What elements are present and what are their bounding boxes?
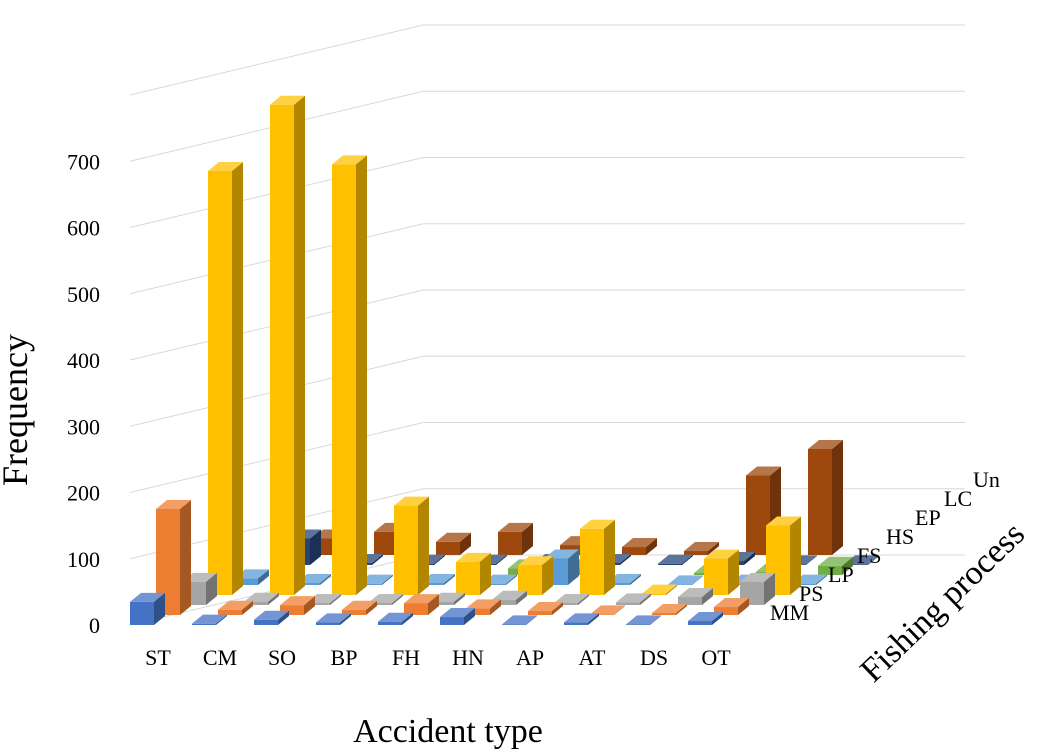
bar-EP-OT (818, 556, 853, 575)
x-tick-label: AP (516, 645, 544, 670)
bar-PS-AT (590, 605, 625, 615)
z-tick-label: MM (770, 600, 809, 625)
x-tick-label: AT (579, 645, 606, 670)
bar-PS-DS (652, 604, 687, 615)
x-tick-label: CM (203, 645, 237, 670)
bar-FS-AP (580, 519, 615, 595)
x-tick-label: FH (392, 645, 420, 670)
bar-HS-AT (668, 575, 703, 585)
z-tick-label: PS (799, 581, 823, 606)
bar-PS-BP (342, 600, 377, 615)
gridline-diag (129, 24, 424, 96)
bar-PS-CM (218, 600, 253, 615)
bar-MM-OT (688, 612, 723, 625)
y-tick-label: 0 (89, 613, 100, 638)
z-tick-label: FS (857, 543, 881, 568)
y-tick-label: 100 (67, 547, 100, 572)
x-tick-label: BP (331, 645, 358, 670)
bar-FS-DS (704, 549, 739, 595)
bar-LP-CM (244, 592, 279, 605)
bar-Un-DS (808, 440, 843, 555)
bar-FS-HN (518, 556, 553, 595)
z-tick-label: HS (886, 524, 914, 549)
bar-FS-AT (642, 584, 677, 595)
bar-LP-DS (678, 588, 713, 605)
bar-FS-BP (394, 496, 429, 595)
x-tick-labels: ST CM SO BP FH HN AP AT DS OT (145, 645, 731, 670)
bar-MM-CM (192, 614, 227, 625)
bar-LP-HN (492, 590, 527, 605)
bar-MM-AT (564, 613, 599, 625)
bar-Un-AP (684, 542, 719, 555)
y-tick-label: 300 (67, 414, 100, 439)
bar-PS-SO (280, 596, 315, 615)
bar-PS-ST (156, 500, 191, 615)
bar-FS-ST (208, 162, 243, 595)
y-axis-title: Frequency (0, 334, 35, 486)
y-tick-label: 200 (67, 481, 100, 506)
x-tick-label: OT (701, 645, 731, 670)
y-tick-label: 600 (67, 216, 100, 241)
bar-MM-SO (254, 610, 289, 625)
y-tick-label: 500 (67, 282, 100, 307)
x-tick-label: SO (268, 645, 296, 670)
x-tick-label: ST (145, 645, 171, 670)
y-tick-labels: 0 100 200 300 400 500 600 700 (67, 149, 100, 638)
bar-FS-FH (456, 552, 491, 595)
bar-MM-BP (316, 613, 351, 625)
z-tick-label: EP (915, 505, 941, 530)
bar-Un-BP (498, 522, 533, 555)
bar-LP-AT (616, 593, 651, 605)
bar-Un-HN (622, 538, 657, 555)
bar-MM-DS (626, 615, 661, 625)
bar-PS-FH (404, 594, 439, 615)
bar-MM-FH (378, 612, 413, 625)
z-tick-label: LC (944, 486, 972, 511)
y-tick-label: 400 (67, 348, 100, 373)
bar-FS-CM (270, 95, 305, 595)
z-tick-label: LP (828, 562, 854, 587)
y-tick-label: 700 (67, 149, 100, 174)
bar-PS-AP (528, 602, 563, 615)
x-tick-label: HN (452, 645, 484, 670)
bar-PS-OT (714, 598, 749, 615)
bar-PS-HN (466, 599, 501, 615)
bar-MM-AP (502, 615, 537, 625)
bar-LP-AP (554, 594, 589, 605)
z-axis-title: Fishing process (853, 515, 1032, 689)
z-tick-label: Un (973, 467, 1000, 492)
bar-MM-ST (130, 592, 165, 625)
chart-bars (130, 95, 879, 625)
bar-FS-SO (332, 155, 367, 595)
bar-LC-AP (658, 554, 693, 565)
bar-LP-OT (740, 572, 775, 605)
bar-Un-SO (436, 532, 471, 555)
x-axis-title: Accident type (353, 713, 543, 750)
x-tick-label: DS (640, 645, 668, 670)
bar-MM-HN (440, 608, 475, 625)
